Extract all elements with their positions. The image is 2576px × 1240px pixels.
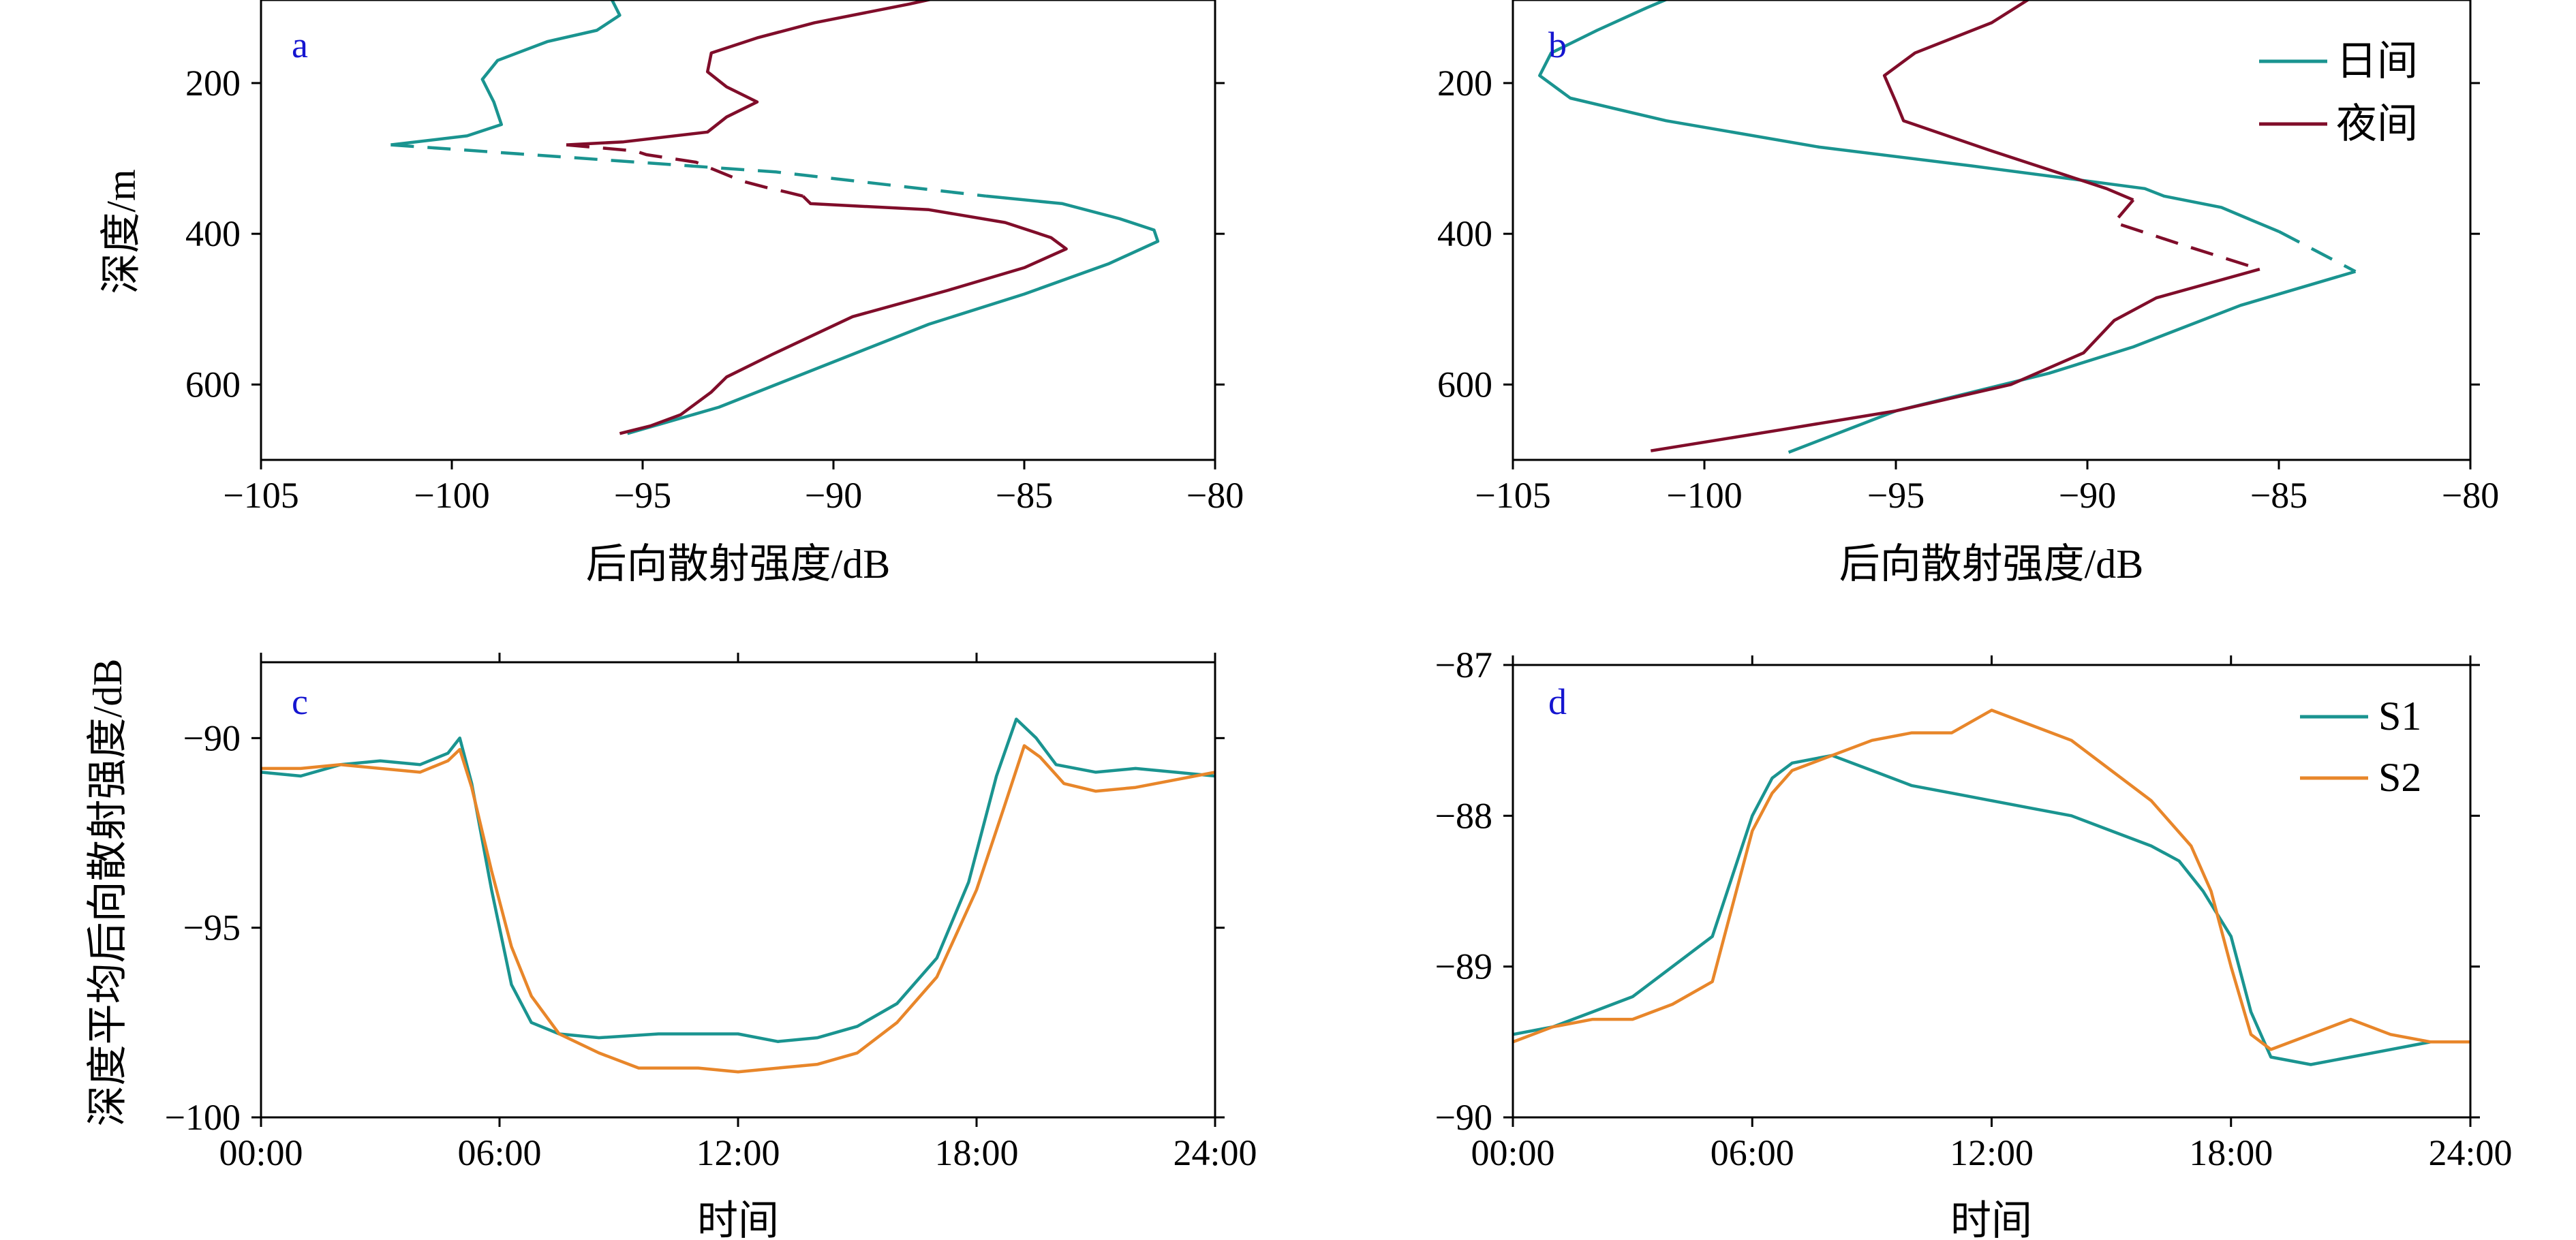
x-tick-label: 24:00 bbox=[2428, 1132, 2512, 1173]
series-day-line-2 bbox=[1788, 270, 2357, 454]
series-group bbox=[1513, 709, 2470, 1066]
series-day-line bbox=[390, 0, 622, 146]
x-tick-label: −80 bbox=[1186, 475, 1244, 516]
x-tick-label: −105 bbox=[1475, 475, 1550, 516]
series-group bbox=[390, 0, 1160, 435]
x-tick-label: −90 bbox=[805, 475, 862, 516]
series-night-line-2 bbox=[619, 195, 1068, 435]
y-tick-label: 400 bbox=[1437, 213, 1492, 254]
panel-c-frame bbox=[260, 661, 1216, 1119]
x-tick-label: 00:00 bbox=[219, 1132, 303, 1173]
x-tick-label: −105 bbox=[223, 475, 298, 516]
y-tick-label: 600 bbox=[1437, 364, 1492, 405]
legend-s1-label: S1 bbox=[2378, 694, 2421, 739]
series-day-gap bbox=[2278, 230, 2357, 273]
series-s1-line bbox=[261, 717, 1215, 1043]
y-tick-label: −89 bbox=[1435, 946, 1492, 987]
series-day-line bbox=[1538, 0, 2280, 233]
panel-c-ylabel: 深度平均后向散射强度/dB bbox=[85, 659, 130, 1127]
panel-a-letter: a bbox=[292, 25, 308, 65]
panel-d-plot-area: 00:00 06:00 12:00 18:00 24:00 −90 −89 −88 −87 bbox=[1435, 645, 2513, 1173]
x-tick-label: −100 bbox=[414, 475, 489, 516]
legend-night-label: 夜间 bbox=[2336, 102, 2418, 146]
y-tick-label: −100 bbox=[165, 1097, 241, 1138]
panel-a-xlabel: 后向散射强度/dB bbox=[586, 542, 891, 587]
x-tick-label: 12:00 bbox=[1950, 1132, 2034, 1173]
x-tick-label: −80 bbox=[2442, 475, 2499, 516]
series-group bbox=[1538, 0, 2357, 454]
series-group bbox=[261, 717, 1215, 1074]
series-s2-line bbox=[261, 744, 1215, 1074]
panel-b-xlabel: 后向散射强度/dB bbox=[1839, 542, 2144, 587]
panel-d-xlabel: 时间 bbox=[1950, 1198, 2032, 1240]
series-night-gap bbox=[2111, 198, 2260, 271]
panel-d: 00:00 06:00 12:00 18:00 24:00−90−89−88−87 d … bbox=[1435, 645, 2513, 1240]
panel-b: −105 −100 −95 −90 −85 −80 200 400 600 b 后向散射强度/d… bbox=[1437, 0, 2499, 587]
y-tick-label: 200 bbox=[1437, 63, 1492, 104]
panel-b-legend: 日间 夜间 bbox=[2259, 39, 2418, 146]
panel-d-frame bbox=[1512, 664, 2472, 1119]
series-s1-line bbox=[1513, 754, 2470, 1066]
panel-c-plot-area: 00:00 06:00 12:00 18:00 24:00 −100 −95 −90 bbox=[165, 653, 1257, 1173]
panel-b-plot-area: −105 −100 −95 −90 −85 −80 200 400 600 bbox=[1437, 0, 2499, 516]
legend-s2-label: S2 bbox=[2378, 755, 2421, 800]
series-night-line bbox=[566, 0, 935, 146]
x-tick-label: 24:00 bbox=[1173, 1132, 1257, 1173]
y-tick-label: −95 bbox=[183, 908, 241, 948]
x-tick-label: −100 bbox=[1666, 475, 1742, 516]
series-night-line bbox=[1882, 0, 2134, 202]
y-tick-label: 400 bbox=[185, 213, 241, 254]
panel-a-ylabel: 深度/m bbox=[99, 169, 144, 294]
panel-a: −105 −100 −95 −90 −85 −80 200 400 600 a 后向散射强度/d… bbox=[99, 0, 1244, 587]
y-tick-label: −90 bbox=[183, 717, 241, 758]
series-day-gap bbox=[390, 143, 987, 198]
series-day-line-2 bbox=[626, 194, 1160, 435]
y-tick-label: −87 bbox=[1435, 645, 1492, 685]
panel-c-xlabel: 时间 bbox=[697, 1198, 779, 1240]
panel-a-frame bbox=[260, 0, 1216, 461]
panel-d-legend: S1 S2 bbox=[2300, 694, 2421, 800]
x-tick-label: 18:00 bbox=[2189, 1132, 2273, 1173]
series-night-line-2 bbox=[1650, 267, 2260, 452]
x-tick-label: 00:00 bbox=[1471, 1132, 1554, 1173]
x-tick-label: −85 bbox=[996, 475, 1053, 516]
series-s2-line bbox=[1513, 709, 2470, 1051]
legend-day-label: 日间 bbox=[2336, 39, 2418, 84]
panel-c: 00:00 06:00 12:00 18:00 24:00 −100 −95 −90 c 时间… bbox=[85, 653, 1257, 1240]
panel-c-letter: c bbox=[292, 681, 308, 722]
y-tick-label: −90 bbox=[1435, 1097, 1492, 1138]
x-tick-label: 18:00 bbox=[934, 1132, 1018, 1173]
x-tick-label: −90 bbox=[2059, 475, 2116, 516]
x-tick-label: −95 bbox=[1867, 475, 1925, 516]
series-night-gap bbox=[566, 143, 803, 198]
panel-b-frame bbox=[1512, 0, 2472, 461]
panel-d-letter: d bbox=[1548, 681, 1567, 722]
panel-b-letter: b bbox=[1548, 25, 1567, 65]
y-tick-label: −88 bbox=[1435, 795, 1492, 836]
panel-a-plot-area: −105 −100 −95 −90 −85 −80 200 400 600 bbox=[185, 0, 1244, 516]
y-tick-label: 600 bbox=[185, 364, 241, 405]
x-tick-label: 06:00 bbox=[1711, 1132, 1794, 1173]
x-tick-label: −95 bbox=[614, 475, 671, 516]
x-tick-label: −85 bbox=[2250, 475, 2307, 516]
x-tick-label: 12:00 bbox=[696, 1132, 780, 1173]
x-tick-label: 06:00 bbox=[457, 1132, 541, 1173]
y-tick-label: 200 bbox=[185, 63, 241, 104]
